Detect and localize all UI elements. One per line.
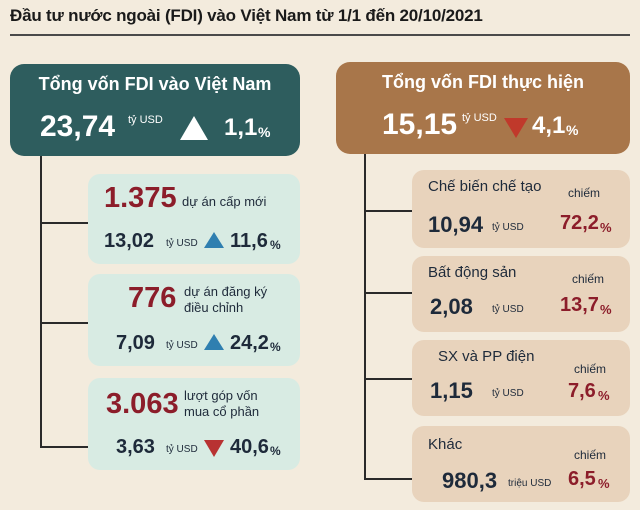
other-share: 6,5 xyxy=(568,468,596,490)
increase-arrow-icon xyxy=(204,334,224,350)
manufacturing-share-sign: % xyxy=(600,220,612,235)
realized-fdi-change: 4,1 xyxy=(532,112,566,139)
total-fdi-change: 1,1 xyxy=(224,114,258,141)
capital-contribution-change: 40,6 xyxy=(230,436,269,458)
power-share-sign: % xyxy=(598,388,610,403)
other-amount: 980,3 xyxy=(442,468,498,493)
total-fdi-change-sign: % xyxy=(258,124,271,140)
right-branch-1 xyxy=(364,210,412,212)
new-projects-change-sign: % xyxy=(270,238,281,252)
total-fdi-value: 23,74 xyxy=(40,110,116,143)
new-projects-count: 1.375 xyxy=(104,182,177,214)
power-share-label: chiếm xyxy=(574,362,607,376)
capital-contribution-change-sign: % xyxy=(270,444,281,458)
real-estate-amount: 2,08 xyxy=(430,294,473,319)
real-estate-share-label: chiếm xyxy=(572,272,605,286)
power-card: SX và PP điện 1,15 tỷ USD chiếm 7,6 % xyxy=(412,340,630,416)
other-name: Khác xyxy=(428,436,463,453)
other-card: Khác 980,3 triệu USD chiếm 6,5 % xyxy=(412,426,630,502)
realized-fdi-title: Tổng vốn FDI thực hiện xyxy=(381,72,585,92)
adjusted-projects-count: 776 xyxy=(128,282,177,314)
total-fdi-unit: tỷ USD xyxy=(128,114,163,126)
increase-arrow-icon xyxy=(204,232,224,248)
title-divider xyxy=(10,34,630,36)
capital-contribution-label-2: mua cổ phần xyxy=(184,404,260,419)
total-fdi-title: Tổng vốn FDI vào Việt Nam xyxy=(38,74,272,94)
right-branch-2 xyxy=(364,292,412,294)
real-estate-card: Bất động sản 2,08 tỷ USD chiếm 13,7 % xyxy=(412,256,630,332)
capital-contribution-card: 3.063 lượt góp vốn mua cổ phần 3,63 tỷ U… xyxy=(88,378,300,470)
adjusted-projects-label-1: dự án đăng ký xyxy=(184,284,268,299)
new-projects-amount: 13,02 xyxy=(104,230,155,252)
left-connector-line xyxy=(40,156,42,448)
right-branch-4 xyxy=(364,478,412,480)
adjusted-projects-change: 24,2 xyxy=(230,332,269,354)
power-amount: 1,15 xyxy=(430,378,473,403)
power-share: 7,6 xyxy=(568,380,596,402)
manufacturing-share: 72,2 xyxy=(560,212,599,234)
capital-contribution-label-1: lượt góp vốn xyxy=(184,388,258,403)
adjusted-projects-card: 776 dự án đăng ký điều chỉnh 7,09 tỷ USD… xyxy=(88,274,300,366)
total-fdi-panel: Tổng vốn FDI vào Việt Nam 23,74 tỷ USD 1… xyxy=(10,64,300,156)
new-projects-card: 1.375 dự án cấp mới 13,02 tỷ USD 11,6 % xyxy=(88,174,300,264)
other-unit: triệu USD xyxy=(508,478,552,489)
real-estate-unit: tỷ USD xyxy=(492,304,524,315)
capital-contribution-unit: tỷ USD xyxy=(166,444,198,455)
realized-fdi-value: 15,15 xyxy=(382,108,458,141)
new-projects-change: 11,6 xyxy=(230,230,268,252)
right-branch-3 xyxy=(364,378,412,380)
manufacturing-share-label: chiếm xyxy=(568,186,601,200)
left-branch-3 xyxy=(40,446,88,448)
new-projects-label: dự án cấp mới xyxy=(182,194,267,209)
page-title: Đầu tư nước ngoài (FDI) vào Việt Nam từ … xyxy=(10,6,483,25)
increase-arrow-icon xyxy=(180,116,208,140)
power-unit: tỷ USD xyxy=(492,388,524,399)
manufacturing-unit: tỷ USD xyxy=(492,222,524,233)
real-estate-name: Bất động sản xyxy=(428,264,517,281)
real-estate-share-sign: % xyxy=(600,302,612,317)
manufacturing-amount: 10,94 xyxy=(428,212,484,237)
other-share-sign: % xyxy=(598,476,610,491)
manufacturing-name: Chế biến chế tạo xyxy=(428,178,542,195)
adjusted-projects-label-2: điều chỉnh xyxy=(184,300,244,315)
realized-fdi-change-sign: % xyxy=(566,122,579,138)
capital-contribution-count: 3.063 xyxy=(106,388,179,420)
other-share-label: chiếm xyxy=(574,448,607,462)
manufacturing-card: Chế biến chế tạo 10,94 tỷ USD chiếm 72,2… xyxy=(412,170,630,248)
adjusted-projects-amount: 7,09 xyxy=(116,332,155,354)
adjusted-projects-change-sign: % xyxy=(270,340,281,354)
left-branch-1 xyxy=(40,222,88,224)
left-branch-2 xyxy=(40,322,88,324)
real-estate-share: 13,7 xyxy=(560,294,599,316)
adjusted-projects-unit: tỷ USD xyxy=(166,340,198,351)
capital-contribution-amount: 3,63 xyxy=(116,436,155,458)
realized-fdi-panel: Tổng vốn FDI thực hiện 15,15 tỷ USD 4,1 … xyxy=(336,62,630,154)
decrease-arrow-icon xyxy=(204,440,224,457)
realized-fdi-unit: tỷ USD xyxy=(462,112,497,124)
new-projects-unit: tỷ USD xyxy=(166,238,198,249)
decrease-arrow-icon xyxy=(504,118,528,138)
right-connector-line xyxy=(364,154,366,480)
power-name: SX và PP điện xyxy=(438,348,535,365)
